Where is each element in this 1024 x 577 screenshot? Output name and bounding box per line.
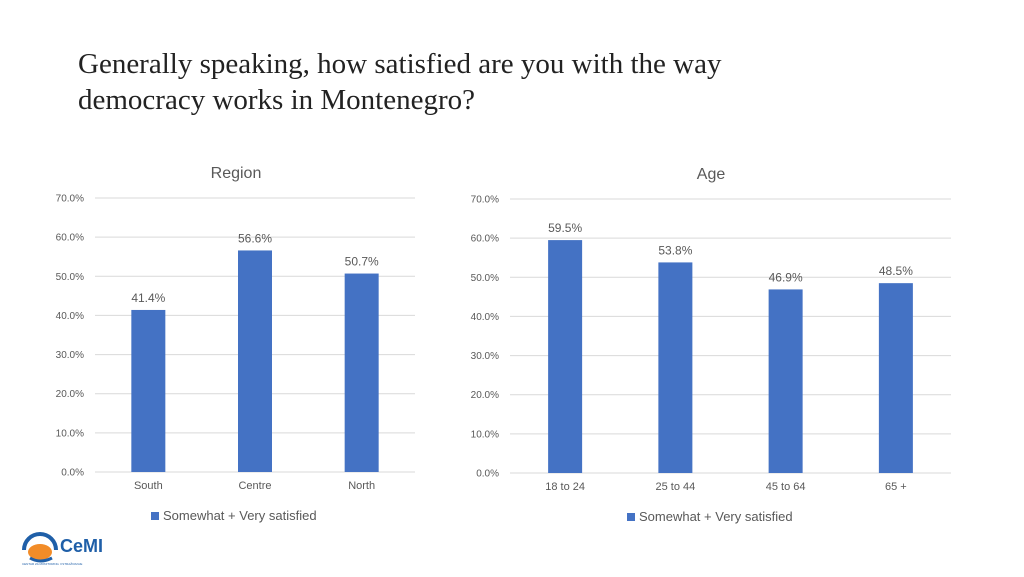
data-label: 50.7% bbox=[345, 255, 379, 269]
bar-18-to-24 bbox=[548, 240, 583, 473]
data-label: 59.5% bbox=[548, 221, 582, 235]
bar-centre bbox=[238, 250, 272, 472]
bar-25-to-44 bbox=[658, 262, 693, 473]
y-tick-label: 40.0% bbox=[56, 311, 84, 322]
cemi-logo-graphic bbox=[22, 532, 58, 563]
bar-north bbox=[344, 273, 379, 472]
legend-swatch bbox=[627, 513, 635, 521]
y-tick-label: 60.0% bbox=[471, 234, 499, 245]
data-label: 56.6% bbox=[238, 231, 272, 245]
slide-title-line1: Generally speaking, how satisfied are yo… bbox=[78, 48, 722, 80]
y-tick-label: 10.0% bbox=[471, 429, 499, 440]
y-tick-label: 20.0% bbox=[471, 390, 499, 401]
logo-arc-blue bbox=[22, 532, 58, 551]
bar-south bbox=[131, 309, 166, 472]
logo-arc-lower bbox=[29, 556, 53, 563]
x-tick-label: Centre bbox=[238, 480, 271, 492]
x-tick-label: 65 + bbox=[885, 481, 907, 493]
slide-title: Generally speaking, how satisfied are yo… bbox=[78, 46, 958, 118]
chart-svg: Region 0.0% 10.0% 20.0% 30.0% 40.0% 50.0% 60.0%… bbox=[56, 165, 415, 523]
legend-swatch bbox=[151, 512, 159, 520]
age-chart: Age 0.0% 10.0% 20.0% 30.0% 40.0% 50.0% 60.0% 70.… bbox=[455, 150, 965, 540]
y-tick-label: 20.0% bbox=[56, 389, 84, 400]
y-tick-label: 30.0% bbox=[56, 350, 84, 361]
x-tick-label: 25 to 44 bbox=[655, 481, 695, 493]
legend-label: Somewhat + Very satisfied bbox=[639, 509, 793, 524]
y-tick-label: 50.0% bbox=[56, 272, 84, 283]
logo-orange-ellipse bbox=[28, 544, 52, 560]
chart-legend: Somewhat + Very satisfied bbox=[151, 508, 317, 523]
y-tick-label: 70.0% bbox=[471, 195, 499, 206]
data-label: 41.4% bbox=[131, 291, 165, 305]
y-tick-label: 30.0% bbox=[471, 351, 499, 362]
bar-65- bbox=[878, 283, 913, 473]
legend-label: Somewhat + Very satisfied bbox=[163, 508, 317, 523]
x-tick-label: 45 to 64 bbox=[766, 481, 806, 493]
data-label: 48.5% bbox=[879, 264, 913, 278]
slide-title-line2: democracy works in Montenegro? bbox=[78, 84, 476, 116]
x-tick-label: North bbox=[348, 480, 375, 492]
chart-svg: Age 0.0% 10.0% 20.0% 30.0% 40.0% 50.0% 60.0% 70.… bbox=[471, 166, 951, 524]
region-chart: Region 0.0% 10.0% 20.0% 30.0% 40.0% 50.0% 60.0%… bbox=[40, 150, 430, 540]
logo-subtext: CENTAR ZA MONITORING I ISTRAŽIVANJE bbox=[22, 562, 83, 566]
chart-title: Age bbox=[697, 166, 726, 183]
y-tick-label: 40.0% bbox=[471, 312, 499, 323]
data-label: 53.8% bbox=[658, 243, 692, 257]
x-tick-label: South bbox=[134, 480, 163, 492]
logo-text: CeMI bbox=[60, 536, 104, 556]
y-tick-label: 60.0% bbox=[56, 233, 84, 244]
chart-title: Region bbox=[211, 165, 262, 182]
y-tick-label: 50.0% bbox=[471, 273, 499, 284]
cemi-logo: CeMI CENTAR ZA MONITORING I ISTRAŽIVANJE bbox=[20, 528, 104, 577]
chart-legend: Somewhat + Very satisfied bbox=[627, 509, 793, 524]
y-tick-label: 70.0% bbox=[56, 194, 84, 205]
y-tick-label: 10.0% bbox=[56, 428, 84, 439]
x-tick-label: 18 to 24 bbox=[545, 481, 585, 493]
y-tick-label: 0.0% bbox=[61, 468, 84, 479]
bar-45-to-64 bbox=[768, 289, 803, 473]
y-tick-label: 0.0% bbox=[476, 469, 499, 480]
data-label: 46.9% bbox=[769, 270, 803, 284]
